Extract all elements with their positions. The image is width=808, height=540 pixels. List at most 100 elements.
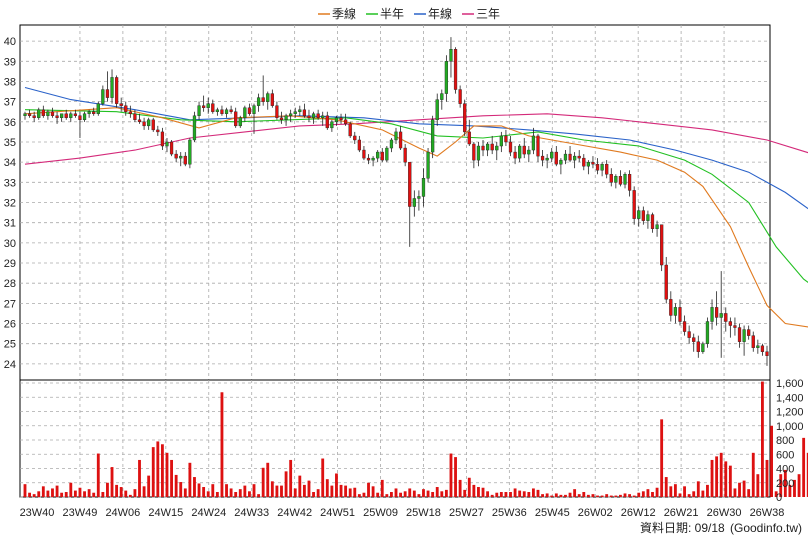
volume-bar [330, 485, 334, 497]
candle-body [728, 321, 732, 326]
candle-body [41, 109, 45, 116]
price-tick-label: 39 [4, 56, 16, 68]
x-tick-label: 24W24 [191, 507, 226, 519]
volume-bar [69, 482, 73, 497]
candle-body [742, 329, 746, 342]
chart-legend: 季線 半年 年線 三年 [318, 6, 500, 21]
volume-bar [128, 494, 132, 497]
candle-body [256, 97, 261, 106]
price-tick-label: 31 [4, 218, 16, 230]
source-label[interactable]: (Goodinfo.tw) [730, 521, 802, 535]
candle-body [73, 113, 78, 116]
candle-body [632, 190, 636, 219]
volume-bar [596, 495, 599, 497]
candle-body [536, 135, 540, 157]
volume-bar [550, 495, 554, 497]
candle-body [339, 117, 343, 121]
candle-body [719, 313, 723, 318]
candle-body [142, 121, 146, 127]
candle-body [504, 135, 508, 143]
volume-bar [806, 452, 808, 497]
candle-body [69, 113, 73, 118]
legend-item-1: 半年 [380, 7, 404, 21]
candle-body [426, 151, 430, 179]
candle-body [573, 155, 577, 161]
volume-tick-label: 1,200 [776, 407, 804, 419]
candle-body [385, 147, 389, 161]
volume-bar [710, 459, 714, 497]
candle-body [394, 131, 398, 141]
volume-bar [124, 490, 128, 497]
candle-body [234, 111, 238, 127]
candle-body [101, 89, 105, 104]
volume-bar [399, 492, 403, 497]
volume-bar [582, 492, 586, 497]
volume-bar [793, 479, 796, 497]
volume-bar [499, 492, 503, 497]
price-tick-label: 29 [4, 258, 16, 270]
volume-bar [238, 489, 242, 497]
volume-bar [51, 488, 54, 497]
volume-bar [554, 493, 558, 497]
volume-axis: 0 200 400 600 800 1,000 1,200 1,400 1,600 [776, 378, 804, 504]
volume-bar [559, 494, 563, 497]
volume-bar [495, 492, 499, 497]
candle-body [50, 111, 55, 116]
volume-bar [270, 481, 274, 497]
volume-bar [536, 489, 540, 497]
volume-bar [760, 381, 764, 497]
volume-bar [293, 488, 297, 497]
data-date-label: 資料日期: 09/18 [640, 521, 725, 535]
candle-body [23, 113, 27, 116]
x-tick-label: 25W18 [406, 507, 441, 519]
candle-body [247, 107, 252, 114]
volume-bar [403, 491, 407, 497]
volume-bar [683, 486, 686, 497]
volume-tick-label: 800 [776, 435, 794, 447]
candle-body [591, 161, 595, 165]
volume-bar [220, 392, 224, 497]
volume-bar [183, 488, 187, 497]
volume-bar [344, 485, 348, 497]
volume-bar [463, 489, 467, 497]
candle-body [637, 210, 641, 219]
volume-bar [783, 469, 787, 497]
candle-body [284, 115, 288, 121]
volume-bar [106, 482, 109, 497]
candle-body [357, 139, 361, 151]
candle-body [756, 345, 760, 348]
volume-bar [770, 425, 774, 497]
candle-body [229, 109, 233, 112]
volume-bar [170, 459, 173, 497]
candle-body [105, 89, 110, 98]
price-tick-label: 40 [4, 36, 16, 48]
candle-body [705, 321, 710, 344]
volume-bar [32, 494, 36, 497]
candle-body [371, 157, 375, 161]
candle-body [614, 176, 618, 183]
candle-body [325, 115, 329, 129]
volume-bar [266, 462, 270, 497]
candle-body [353, 135, 357, 141]
volume-bar [165, 452, 169, 497]
candle-body [554, 151, 558, 165]
x-tick-label: 25W09 [363, 507, 398, 519]
candle-body [183, 155, 187, 165]
candle-body [298, 109, 302, 112]
volume-bar [454, 457, 457, 497]
volume-bar [513, 488, 517, 497]
volume-bar [797, 474, 801, 497]
volume-bar [348, 488, 352, 497]
volume-bar [60, 492, 64, 497]
x-tick-label: 26W38 [750, 507, 785, 519]
volume-bar [673, 484, 677, 497]
candle-body [124, 105, 128, 112]
candle-body [467, 131, 471, 145]
volume-bar [765, 459, 769, 497]
candle-body [600, 163, 604, 171]
volume-bar [687, 494, 691, 497]
volume-bar [728, 465, 732, 497]
candle-body [169, 141, 174, 155]
volume-bar [623, 493, 627, 497]
